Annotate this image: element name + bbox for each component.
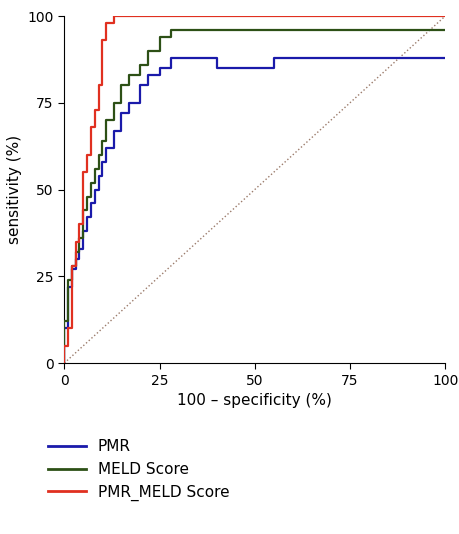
Y-axis label: sensitivity (%): sensitivity (%) (7, 135, 22, 244)
Legend: PMR, MELD Score, PMR_MELD Score: PMR, MELD Score, PMR_MELD Score (41, 433, 235, 507)
X-axis label: 100 – specificity (%): 100 – specificity (%) (177, 393, 332, 408)
